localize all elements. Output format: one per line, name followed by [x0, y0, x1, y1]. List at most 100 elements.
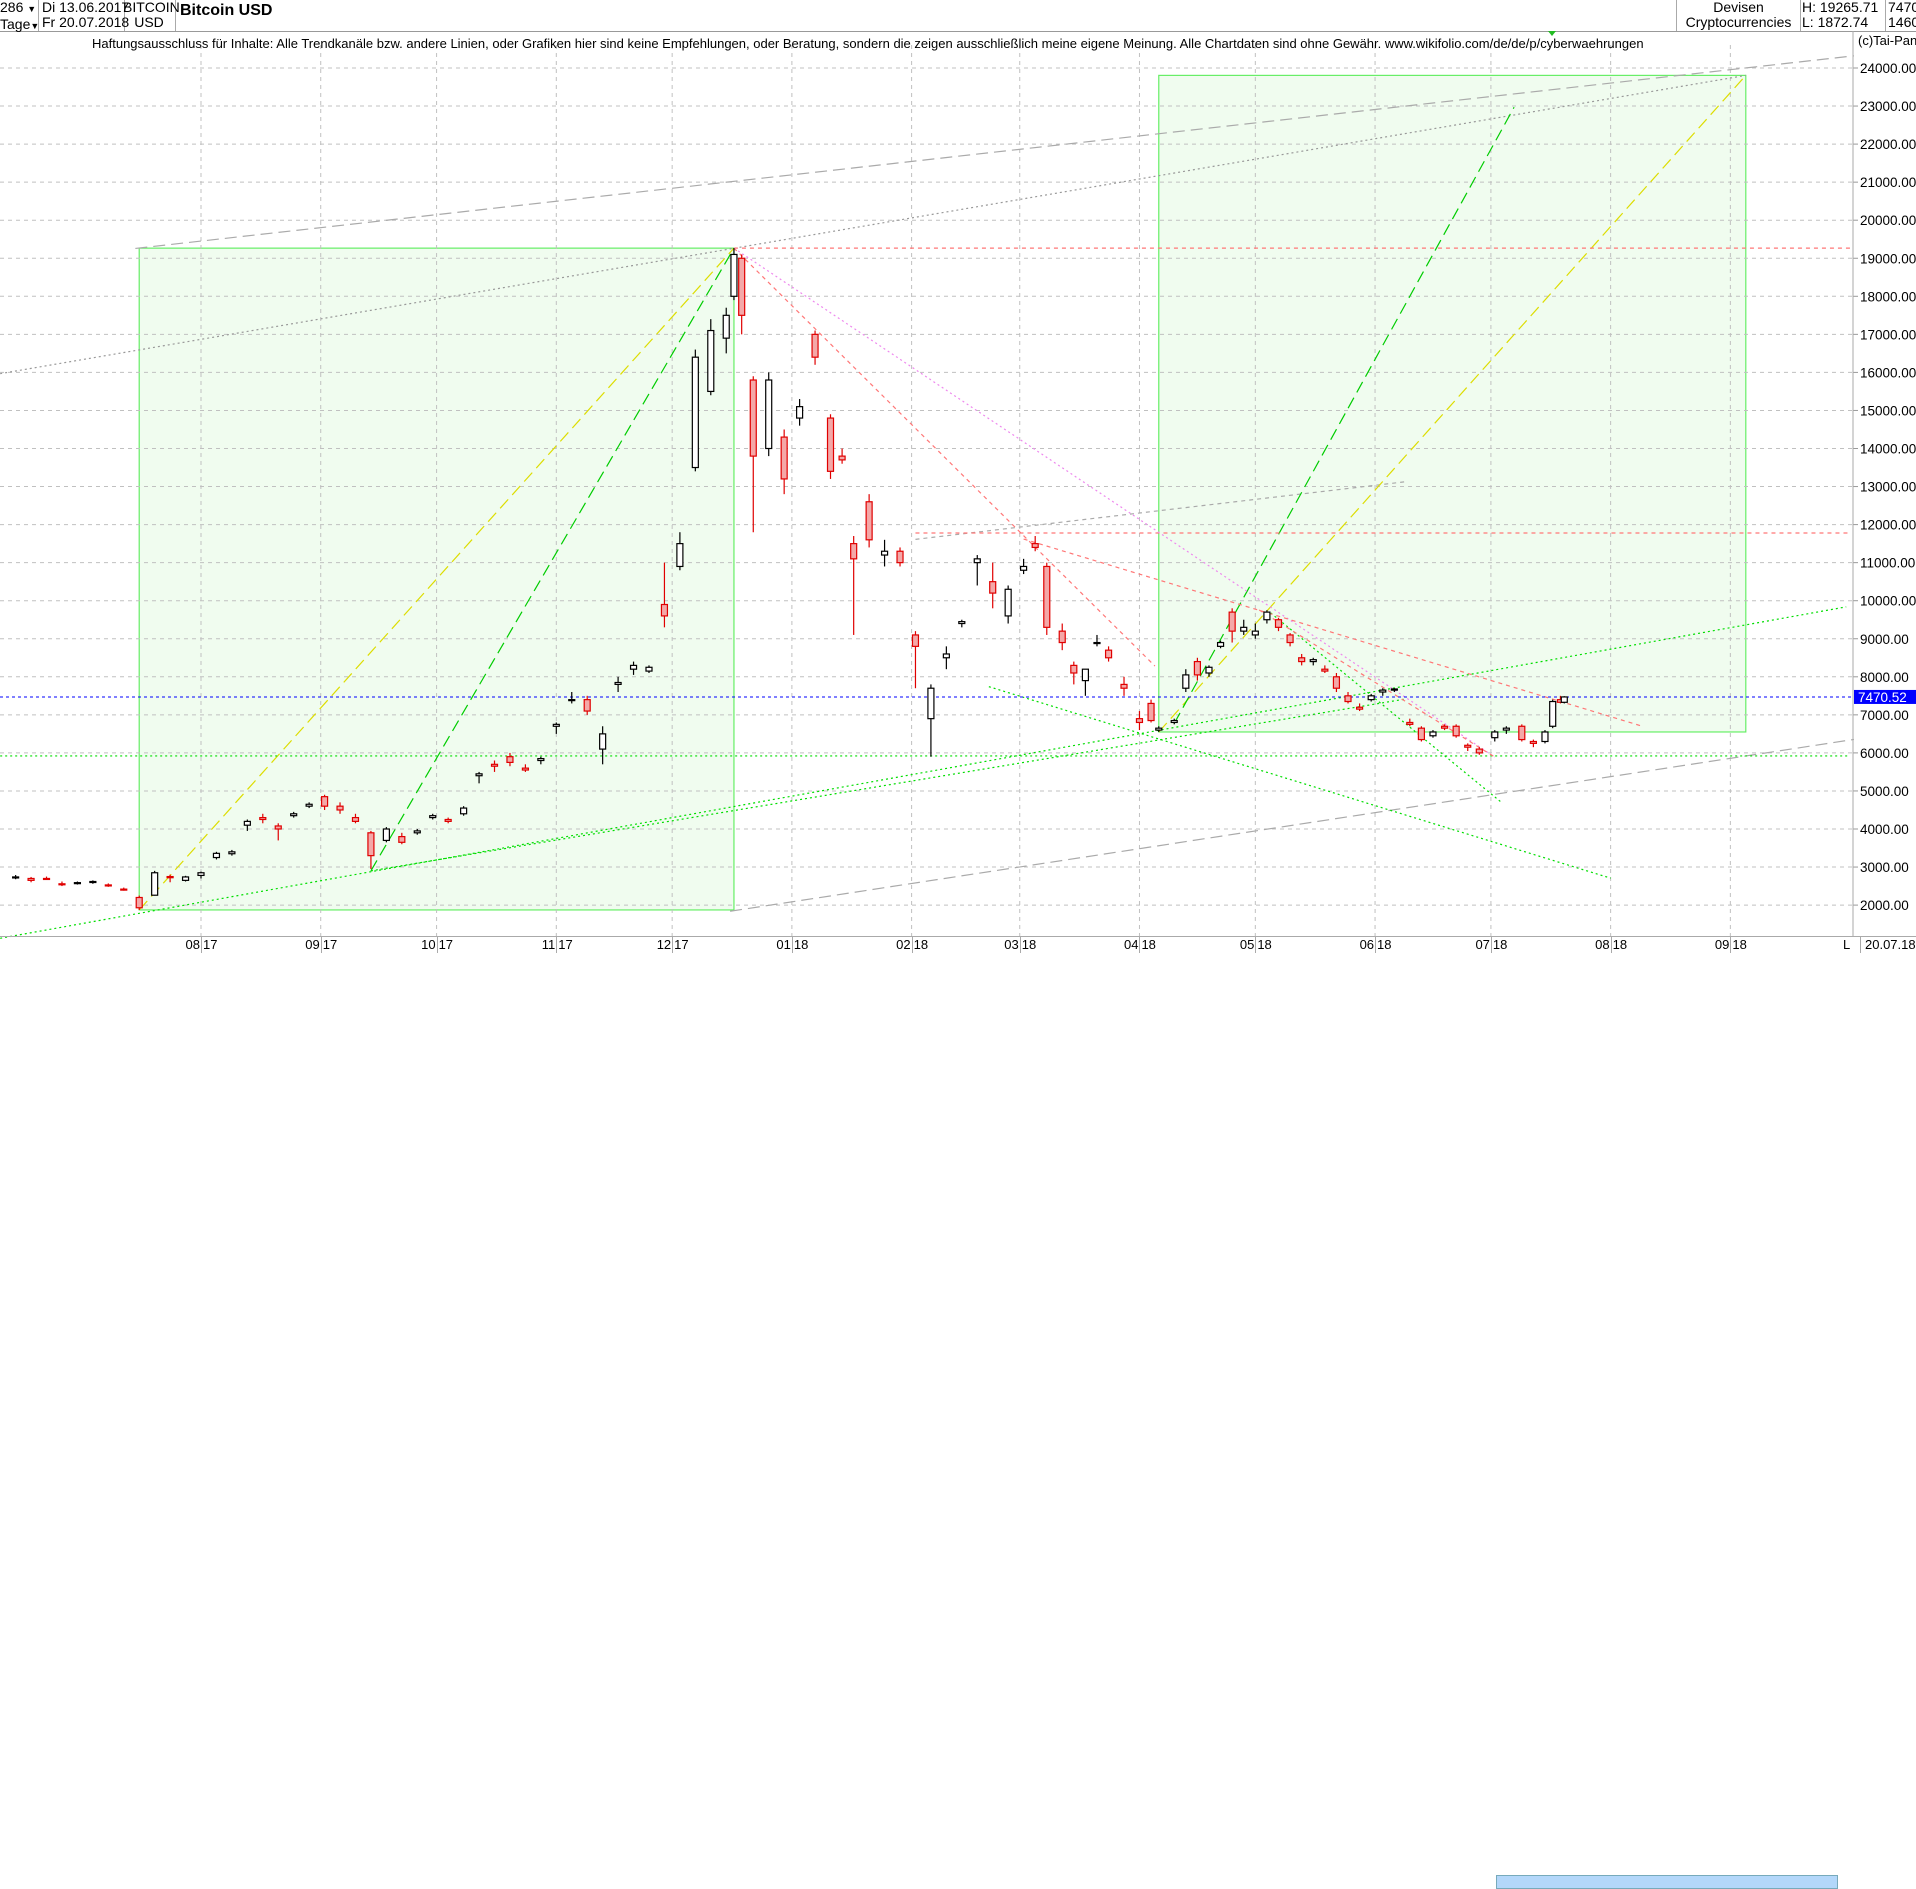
- candle-body: [660, 603, 669, 617]
- chevron-down-icon: ▼: [30, 21, 40, 31]
- candle-body: [865, 501, 873, 541]
- candle-body: [811, 333, 819, 358]
- candle-body: [382, 828, 390, 842]
- candle-body: [1031, 543, 1039, 549]
- candle-body: [1452, 725, 1460, 737]
- candle-body: [506, 756, 514, 764]
- y-tick-label: 4000.00: [1860, 822, 1909, 837]
- candle-body: [398, 836, 406, 843]
- x-tick-label-month: 10: [421, 937, 436, 952]
- date-axis: 08 17 09 17 10 17 11 17 12 17 01 18 02 18 03 18 04 18 05 18…: [0, 936, 1916, 1889]
- y-tick-label: 17000.00: [1860, 327, 1916, 342]
- candle-body: [274, 825, 282, 830]
- y-tick-label: 3000.00: [1860, 860, 1909, 875]
- last-price-label-bg: [1854, 689, 1916, 704]
- x-tick-label-year: 17: [320, 937, 338, 953]
- y-tick-label: 11000.00: [1860, 556, 1915, 571]
- candle-body: [1004, 588, 1012, 617]
- symbol: BITCOIN USD: [123, 0, 180, 31]
- candle-body: [351, 816, 360, 822]
- candle-body: [1390, 688, 1398, 691]
- y-tick-label: 7000.00: [1860, 708, 1909, 723]
- y-tick-label: 6000.00: [1860, 746, 1909, 761]
- candle-body: [151, 872, 159, 896]
- candle-body: [537, 758, 545, 762]
- candle-body: [880, 550, 889, 556]
- candle-body: [796, 406, 804, 419]
- candle-count-dropdown[interactable]: 286 ▼: [0, 0, 37, 15]
- period-dropdown[interactable]: Tage▼: [0, 16, 40, 32]
- candle-body: [1321, 668, 1329, 672]
- trend-line: [135, 55, 1855, 250]
- x-tick-label-year: 17: [556, 937, 573, 953]
- candle-body: [568, 699, 576, 702]
- current-date: 20.07.18: [1860, 937, 1916, 953]
- high-low: H: 19265.71 L: 1872.74: [1800, 0, 1886, 31]
- y-tick-label: 24000.00: [1860, 61, 1916, 76]
- from-date[interactable]: Di 13.06.2017: [42, 0, 130, 15]
- candle-body: [73, 882, 82, 885]
- scrollbar[interactable]: [1496, 1875, 1838, 1889]
- candle-body: [942, 653, 950, 659]
- candle-body: [1263, 611, 1271, 621]
- candle-body: [911, 634, 920, 647]
- candle-body: [1529, 740, 1537, 744]
- x-tick-label-month: 04: [1123, 937, 1139, 952]
- candle-body: [1120, 683, 1128, 689]
- trend-line: [1258, 609, 1496, 758]
- candle-body: [1417, 727, 1425, 741]
- candle-body: [552, 723, 560, 727]
- candle-body: [336, 805, 344, 811]
- last-volume: 7470.52 146094.1/: [1886, 0, 1916, 31]
- y-tick-label: 20000.00: [1860, 213, 1916, 228]
- scroll-marker[interactable]: L: [1843, 937, 1851, 952]
- x-tick-label-month: 11: [541, 937, 556, 952]
- y-tick-label: 13000.00: [1860, 480, 1916, 495]
- candle-body: [599, 733, 607, 750]
- candle-body: [826, 417, 835, 472]
- price-chart[interactable]: 2000.00 3000.00 4000.00 5000.00 6000.00 7000.…: [0, 0, 1916, 952]
- x-tick-label-month: 02: [896, 937, 911, 952]
- date-range[interactable]: Di 13.06.2017 Fr 20.07.2018: [40, 0, 130, 31]
- range-selector[interactable]: 286 ▼ Tage▼: [0, 0, 40, 32]
- x-tick-label-year: 18: [1610, 937, 1628, 953]
- candle-body: [1379, 689, 1387, 693]
- candle-body: [27, 877, 35, 881]
- candle-body: [1193, 660, 1201, 676]
- candle-body: [1367, 695, 1375, 701]
- candle-body: [1251, 630, 1259, 636]
- y-tick-label: 15000.00: [1860, 403, 1916, 418]
- y-tick-label: 16000.00: [1860, 365, 1916, 380]
- candle-body: [413, 830, 421, 834]
- x-tick-label-month: 01: [776, 937, 791, 952]
- candle-body: [1355, 706, 1364, 710]
- y-tick-label: 14000.00: [1860, 442, 1916, 457]
- x-tick-label-month: 08: [185, 937, 200, 952]
- x-tick-label-year: 18: [1490, 937, 1508, 953]
- candle-body: [896, 550, 904, 564]
- candle-body: [1541, 731, 1549, 743]
- candle-body: [367, 832, 375, 857]
- x-tick-label-month: 09: [305, 937, 320, 952]
- x-tick-label-year: 18: [1019, 937, 1037, 953]
- candle-body: [490, 763, 499, 767]
- to-date[interactable]: Fr 20.07.2018: [42, 14, 130, 30]
- x-tick-label-year: 17: [436, 937, 454, 953]
- candle-body: [429, 815, 437, 819]
- candle-body: [1135, 718, 1144, 724]
- candle-body: [120, 888, 128, 891]
- disclaimer: Haftungsausschluss für Inhalte: Alle Tre…: [92, 36, 1644, 51]
- trend-line: [730, 738, 1855, 912]
- candle-body: [765, 379, 773, 450]
- candle-body: [228, 851, 236, 855]
- chart-title: Bitcoin USD: [180, 2, 273, 19]
- low-value: L: 1872.74: [1802, 14, 1869, 30]
- candle-body: [12, 876, 20, 879]
- candle-body: [1406, 721, 1414, 725]
- candle-body: [1464, 744, 1472, 748]
- candle-body: [707, 329, 715, 393]
- x-tick-label-year: 17: [201, 937, 218, 953]
- candle-body: [290, 813, 298, 817]
- candle-body: [1475, 748, 1483, 754]
- last-price-label: 7470.52: [1858, 690, 1907, 705]
